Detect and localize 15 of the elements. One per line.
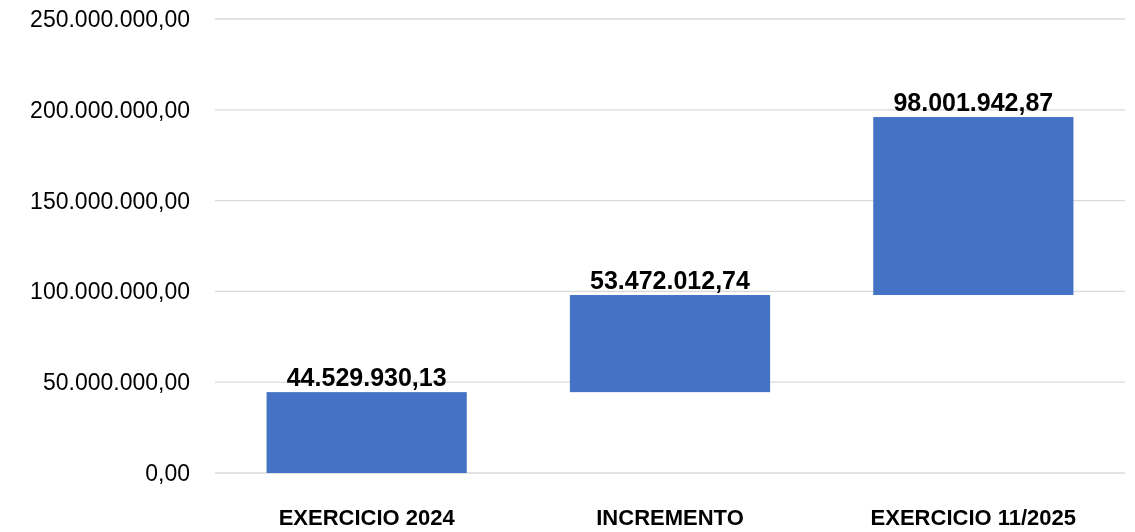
bar xyxy=(266,392,467,473)
x-tick-label: EXERCICIO 11/2025 xyxy=(870,505,1077,530)
data-label: 53.472.012,74 xyxy=(590,266,751,295)
y-tick-label: 0,00 xyxy=(145,460,190,487)
data-label: 44.529.930,13 xyxy=(286,363,447,392)
bar xyxy=(569,295,771,393)
y-tick-label: 100.000.000,00 xyxy=(30,278,190,305)
y-tick-label: 50.000.000,00 xyxy=(42,369,190,396)
x-tick-label: INCREMENTO xyxy=(596,505,744,530)
bar xyxy=(873,117,1074,296)
y-tick-label: 150.000.000,00 xyxy=(30,187,190,214)
x-tick-label: EXERCICIO 2024 xyxy=(278,505,456,530)
y-tick-label: 250.000.000,00 xyxy=(30,6,190,33)
data-label: 98.001.942,87 xyxy=(893,88,1054,117)
y-tick-label: 200.000.000,00 xyxy=(30,96,190,123)
